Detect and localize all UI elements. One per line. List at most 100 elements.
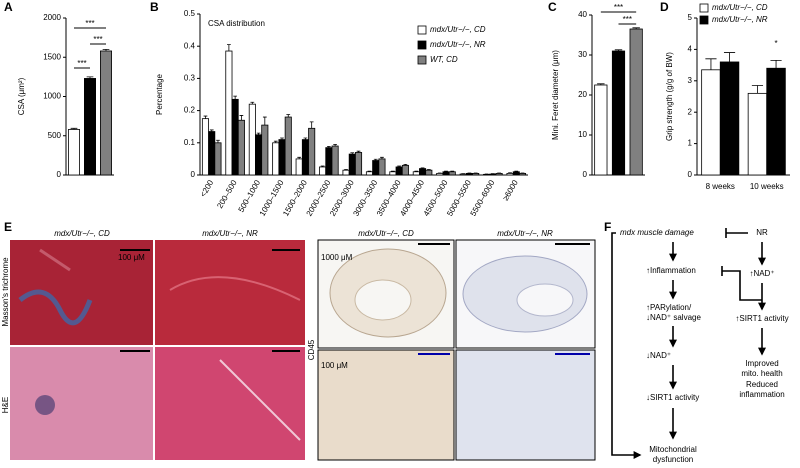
image bbox=[10, 347, 153, 460]
y-tick-label: 0 bbox=[583, 170, 588, 179]
chart-title: CSA distribution bbox=[208, 19, 265, 28]
node: ↓NAD⁺ bbox=[646, 351, 671, 360]
y-axis-label: Percentage bbox=[155, 73, 164, 114]
bar bbox=[459, 173, 467, 176]
bar bbox=[719, 61, 740, 176]
error-bar bbox=[239, 115, 244, 121]
node: ↓SIRT1 activity bbox=[646, 393, 699, 402]
scale-bar-label: 1000 μM bbox=[321, 253, 353, 262]
error-bar bbox=[344, 169, 348, 171]
y-tick-label: 1500 bbox=[43, 52, 61, 61]
y-tick-label: 1 bbox=[688, 139, 693, 148]
node: Mitochondrial bbox=[649, 445, 697, 454]
bar bbox=[319, 166, 327, 176]
error-bar bbox=[414, 170, 419, 172]
error-bar bbox=[203, 115, 208, 119]
image bbox=[455, 349, 596, 461]
bar bbox=[355, 152, 363, 176]
node: Improved bbox=[745, 359, 778, 368]
bar bbox=[272, 142, 280, 176]
error-bar bbox=[426, 169, 431, 171]
y-tick-label: 20 bbox=[578, 90, 587, 99]
error-bar bbox=[227, 44, 231, 52]
x-tick-label: 10 weeks bbox=[750, 182, 784, 191]
bar bbox=[68, 129, 81, 176]
bar bbox=[483, 173, 491, 176]
error-bar bbox=[373, 158, 378, 161]
y-tick-label: 0.3 bbox=[184, 74, 196, 83]
node: ↑PARylation/ bbox=[646, 303, 692, 312]
bar bbox=[325, 147, 333, 176]
bar bbox=[701, 69, 721, 176]
error-bar bbox=[632, 27, 640, 29]
significance-label: *** bbox=[93, 35, 102, 44]
bar bbox=[208, 131, 216, 176]
bar bbox=[506, 172, 514, 176]
bar bbox=[201, 118, 209, 176]
error-bar bbox=[770, 59, 782, 69]
bar bbox=[84, 78, 97, 176]
node: ↑SIRT1 activity bbox=[735, 314, 788, 323]
y-tick-label: 4 bbox=[688, 45, 693, 54]
y-tick-label: 3 bbox=[688, 76, 693, 85]
bar bbox=[231, 98, 239, 176]
error-bar bbox=[273, 140, 278, 143]
x-tick-label: 8 weeks bbox=[706, 182, 735, 191]
error-bar bbox=[420, 167, 425, 169]
node: mdx muscle damage bbox=[620, 228, 694, 237]
error-bar bbox=[391, 170, 395, 172]
bar bbox=[214, 142, 222, 176]
panel-label: B bbox=[150, 0, 159, 14]
panel-label: A bbox=[4, 0, 13, 14]
legend-label: mdx/Utr−/−, NR bbox=[430, 40, 486, 49]
y-axis-label: Grip strength (g/g of BW) bbox=[665, 52, 674, 141]
y-tick-label: 0.5 bbox=[184, 9, 196, 18]
column-header: mdx/Utr−/−, CD bbox=[358, 229, 414, 238]
error-bar bbox=[614, 49, 623, 51]
error-bar bbox=[403, 163, 408, 166]
x-tick-label: 5500–6000 bbox=[469, 178, 497, 218]
significance-label: *** bbox=[614, 3, 623, 12]
y-axis-label: Mini. Feret diameter (μm) bbox=[551, 50, 560, 140]
legend-swatch bbox=[417, 40, 427, 50]
y-tick-label: 1000 bbox=[43, 92, 61, 101]
bar bbox=[372, 160, 380, 176]
panel-label: F bbox=[604, 220, 611, 234]
y-tick-label: 10 bbox=[578, 130, 587, 139]
legend-swatch bbox=[699, 3, 709, 13]
error-bar bbox=[444, 170, 448, 172]
node: mito. health bbox=[741, 369, 782, 378]
bar bbox=[489, 173, 497, 176]
bar bbox=[348, 153, 356, 176]
bar bbox=[512, 171, 520, 176]
bar bbox=[255, 134, 263, 176]
bar bbox=[436, 172, 444, 176]
error-bar bbox=[102, 49, 110, 51]
error-bar bbox=[380, 156, 384, 159]
error-bar bbox=[333, 144, 337, 147]
significance-label: * bbox=[774, 39, 777, 48]
node: ↑Inflammation bbox=[646, 266, 696, 275]
error-bar bbox=[514, 170, 519, 172]
error-bar bbox=[751, 85, 764, 94]
image bbox=[155, 240, 305, 345]
bar bbox=[629, 28, 643, 176]
significance-label: *** bbox=[85, 19, 94, 28]
error-bar bbox=[367, 170, 372, 172]
bar bbox=[301, 139, 309, 176]
error-bar bbox=[320, 165, 325, 167]
bar bbox=[308, 127, 316, 176]
column-header: mdx/Utr−/−, CD bbox=[54, 229, 110, 238]
error-bar bbox=[70, 127, 78, 130]
error-bar bbox=[286, 114, 291, 118]
bar bbox=[331, 145, 339, 176]
bar bbox=[747, 92, 768, 176]
node: Reduced bbox=[746, 380, 778, 389]
error-bar bbox=[303, 137, 308, 140]
bar bbox=[401, 164, 409, 176]
legend-swatch bbox=[417, 55, 427, 65]
error-bar bbox=[297, 156, 302, 159]
bar bbox=[611, 50, 626, 176]
node: inflammation bbox=[739, 390, 784, 399]
error-bar bbox=[397, 165, 402, 167]
